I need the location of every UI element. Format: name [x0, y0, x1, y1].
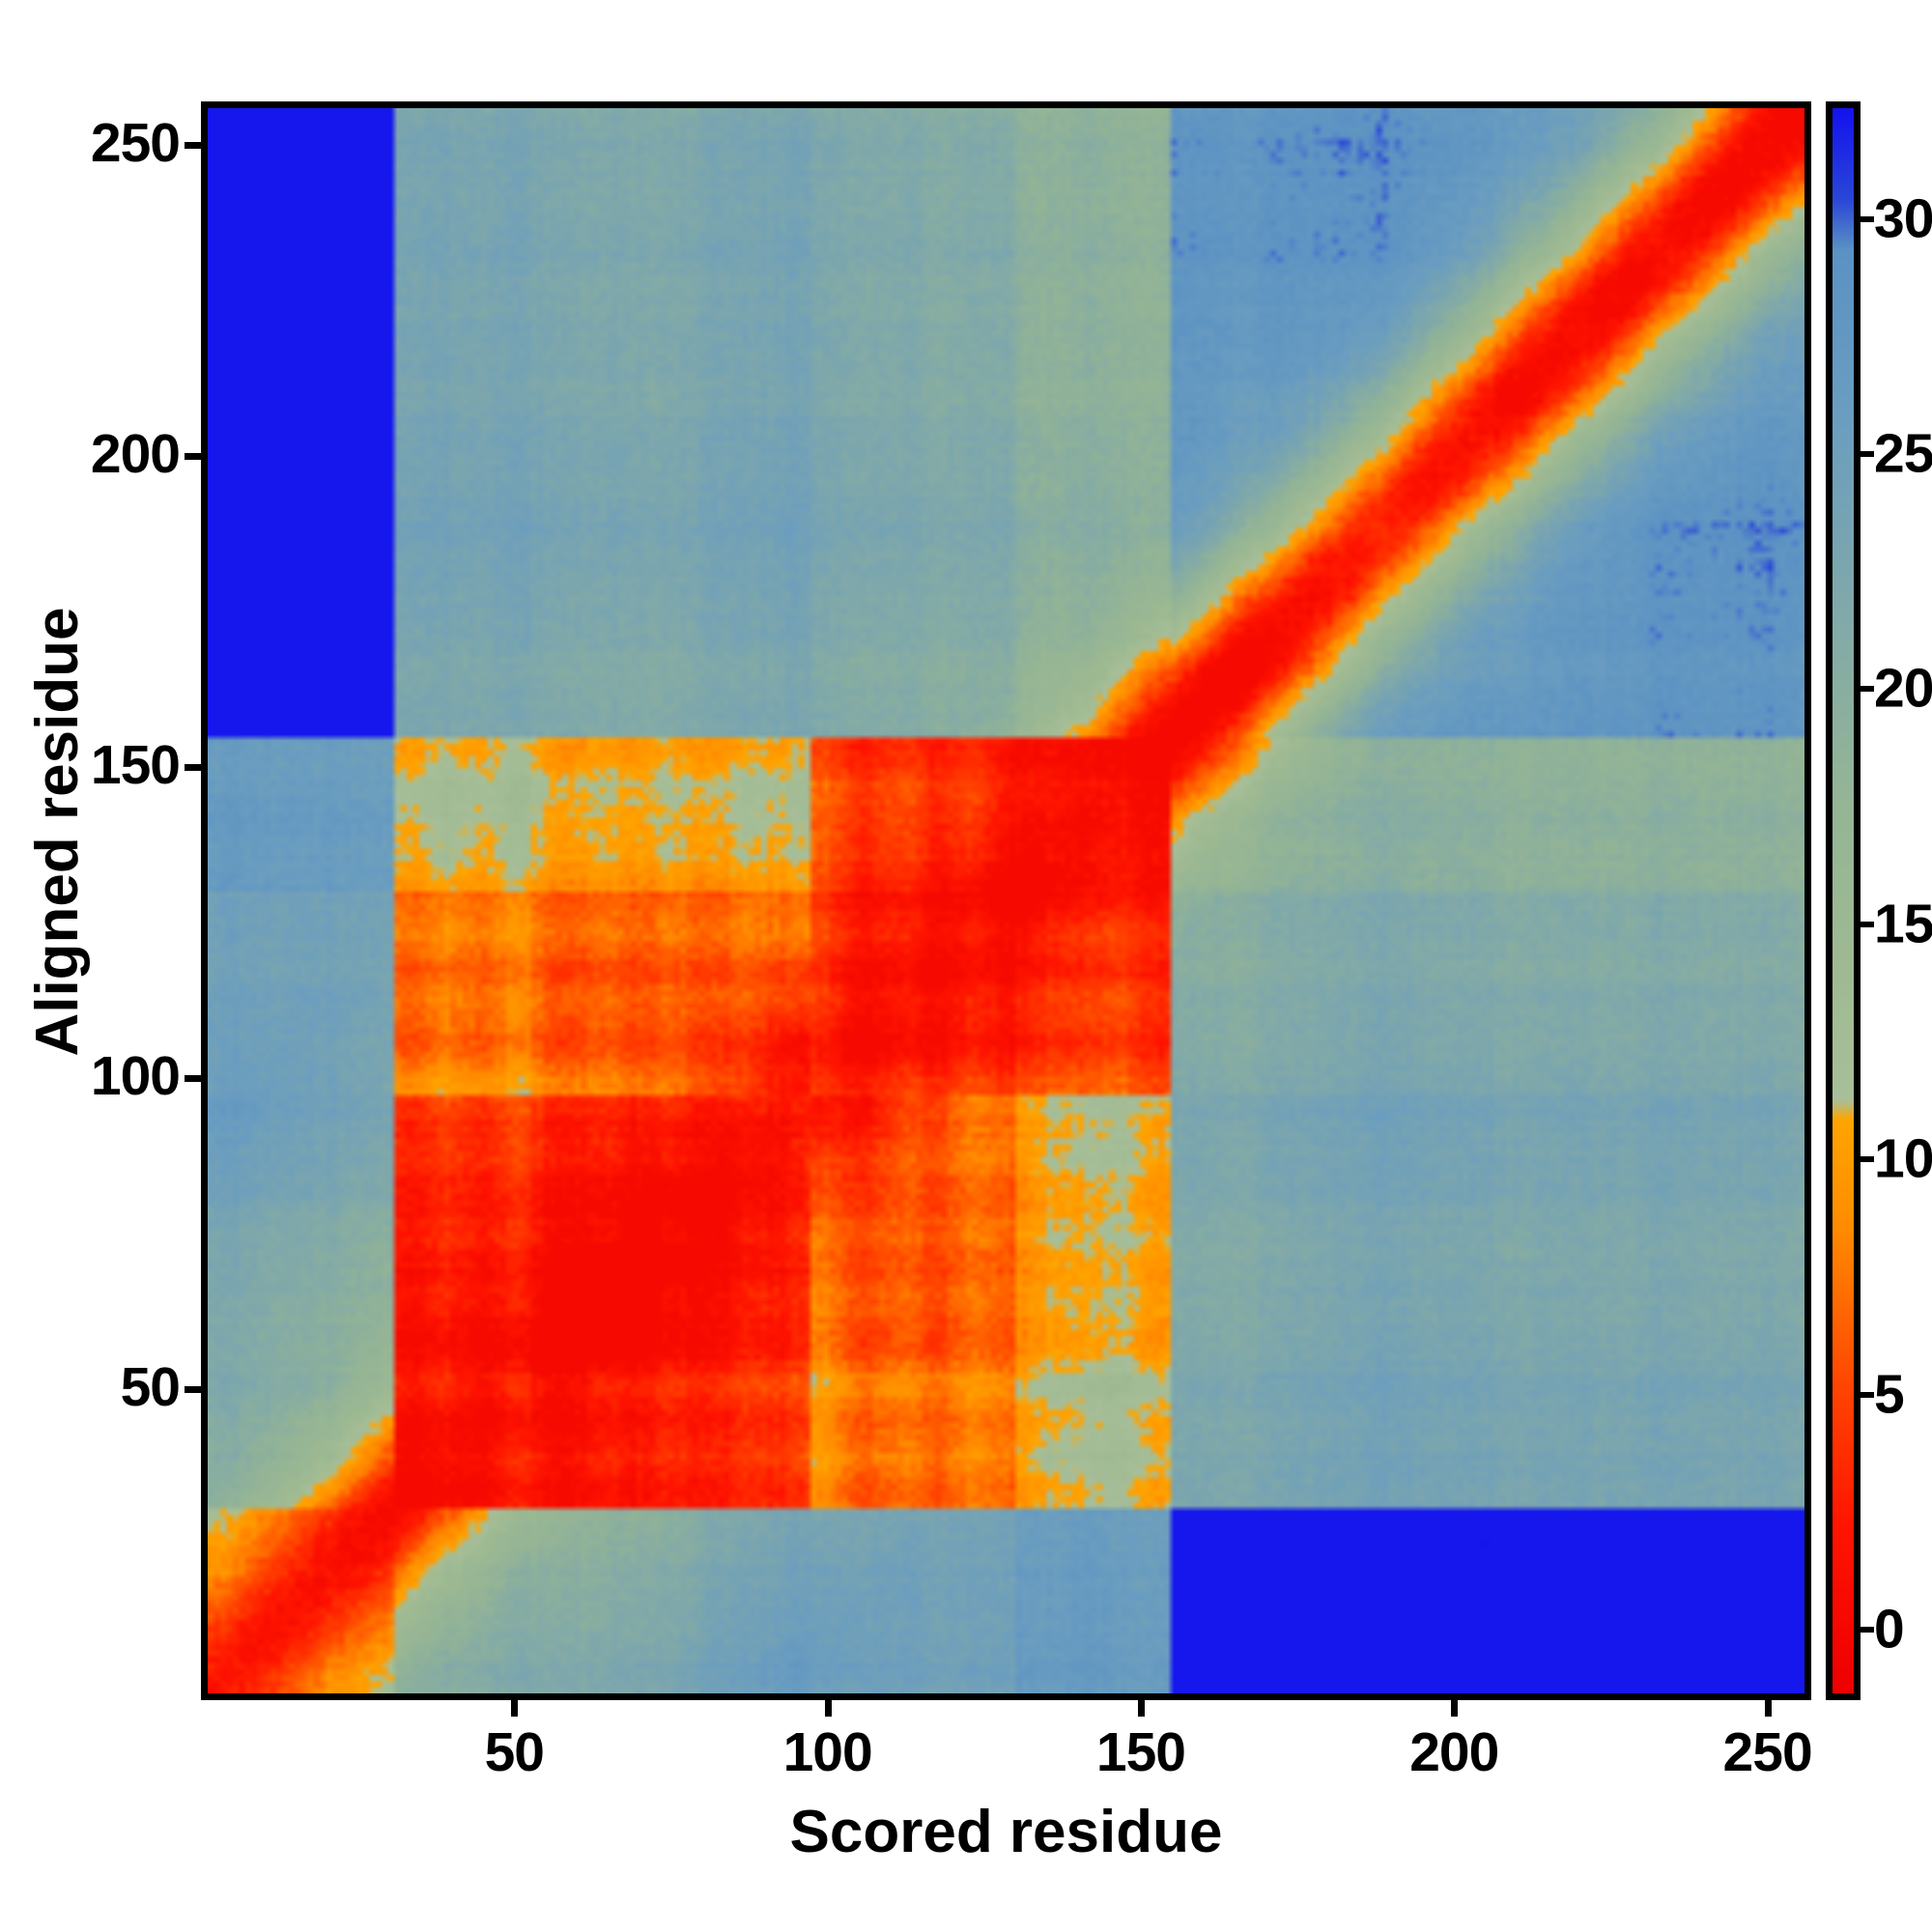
colorbar-tick-mark [1861, 215, 1874, 222]
y-tick-label: 150 [90, 734, 181, 797]
colorbar-tick-mark [1861, 921, 1874, 927]
colorbar-tick-label: 15 [1874, 893, 1932, 955]
x-tick-label: 150 [1095, 1721, 1186, 1783]
y-tick-mark [185, 142, 201, 150]
y-axis-title: Aligned residue [24, 607, 91, 1057]
y-tick-mark [185, 1386, 201, 1394]
colorbar[interactable] [1826, 101, 1861, 1700]
colorbar-tick-label: 25 [1874, 422, 1932, 485]
colorbar-tick-label: 5 [1874, 1363, 1905, 1426]
x-tick-label: 200 [1409, 1721, 1499, 1783]
y-tick-mark [185, 453, 201, 461]
colorbar-tick-mark [1861, 1626, 1874, 1633]
x-tick-mark [824, 1700, 832, 1717]
heatmap-plot-area[interactable] [201, 101, 1811, 1700]
x-tick-mark [511, 1700, 519, 1717]
y-tick-label: 50 [120, 1356, 181, 1419]
colorbar-tick-label: 30 [1874, 187, 1932, 250]
y-tick-label: 200 [90, 423, 181, 486]
colorbar-tick-label: 0 [1874, 1598, 1905, 1661]
x-tick-label: 50 [484, 1721, 545, 1783]
y-tick-mark [185, 764, 201, 772]
colorbar-tick-mark [1861, 686, 1874, 693]
y-tick-mark [185, 1075, 201, 1083]
y-tick-label: 250 [90, 112, 181, 175]
y-tick-label: 100 [90, 1045, 181, 1108]
colorbar-group: 0 5 10 15 20 25 30 [1826, 101, 1932, 1700]
pae-heatmap-canvas [208, 108, 1804, 1693]
colorbar-gradient [1833, 108, 1854, 1693]
x-tick-mark [1764, 1700, 1772, 1717]
x-tick-label: 100 [782, 1721, 873, 1783]
colorbar-tick-label: 10 [1874, 1127, 1932, 1190]
x-tick-mark [1451, 1700, 1459, 1717]
colorbar-tick-mark [1861, 451, 1874, 458]
x-axis-title: Scored residue [789, 1799, 1223, 1865]
x-tick-label: 250 [1722, 1721, 1813, 1783]
colorbar-tick-mark [1861, 1391, 1874, 1398]
colorbar-tick-mark [1861, 1156, 1874, 1163]
x-tick-mark [1137, 1700, 1145, 1717]
colorbar-tick-label: 20 [1874, 657, 1932, 720]
